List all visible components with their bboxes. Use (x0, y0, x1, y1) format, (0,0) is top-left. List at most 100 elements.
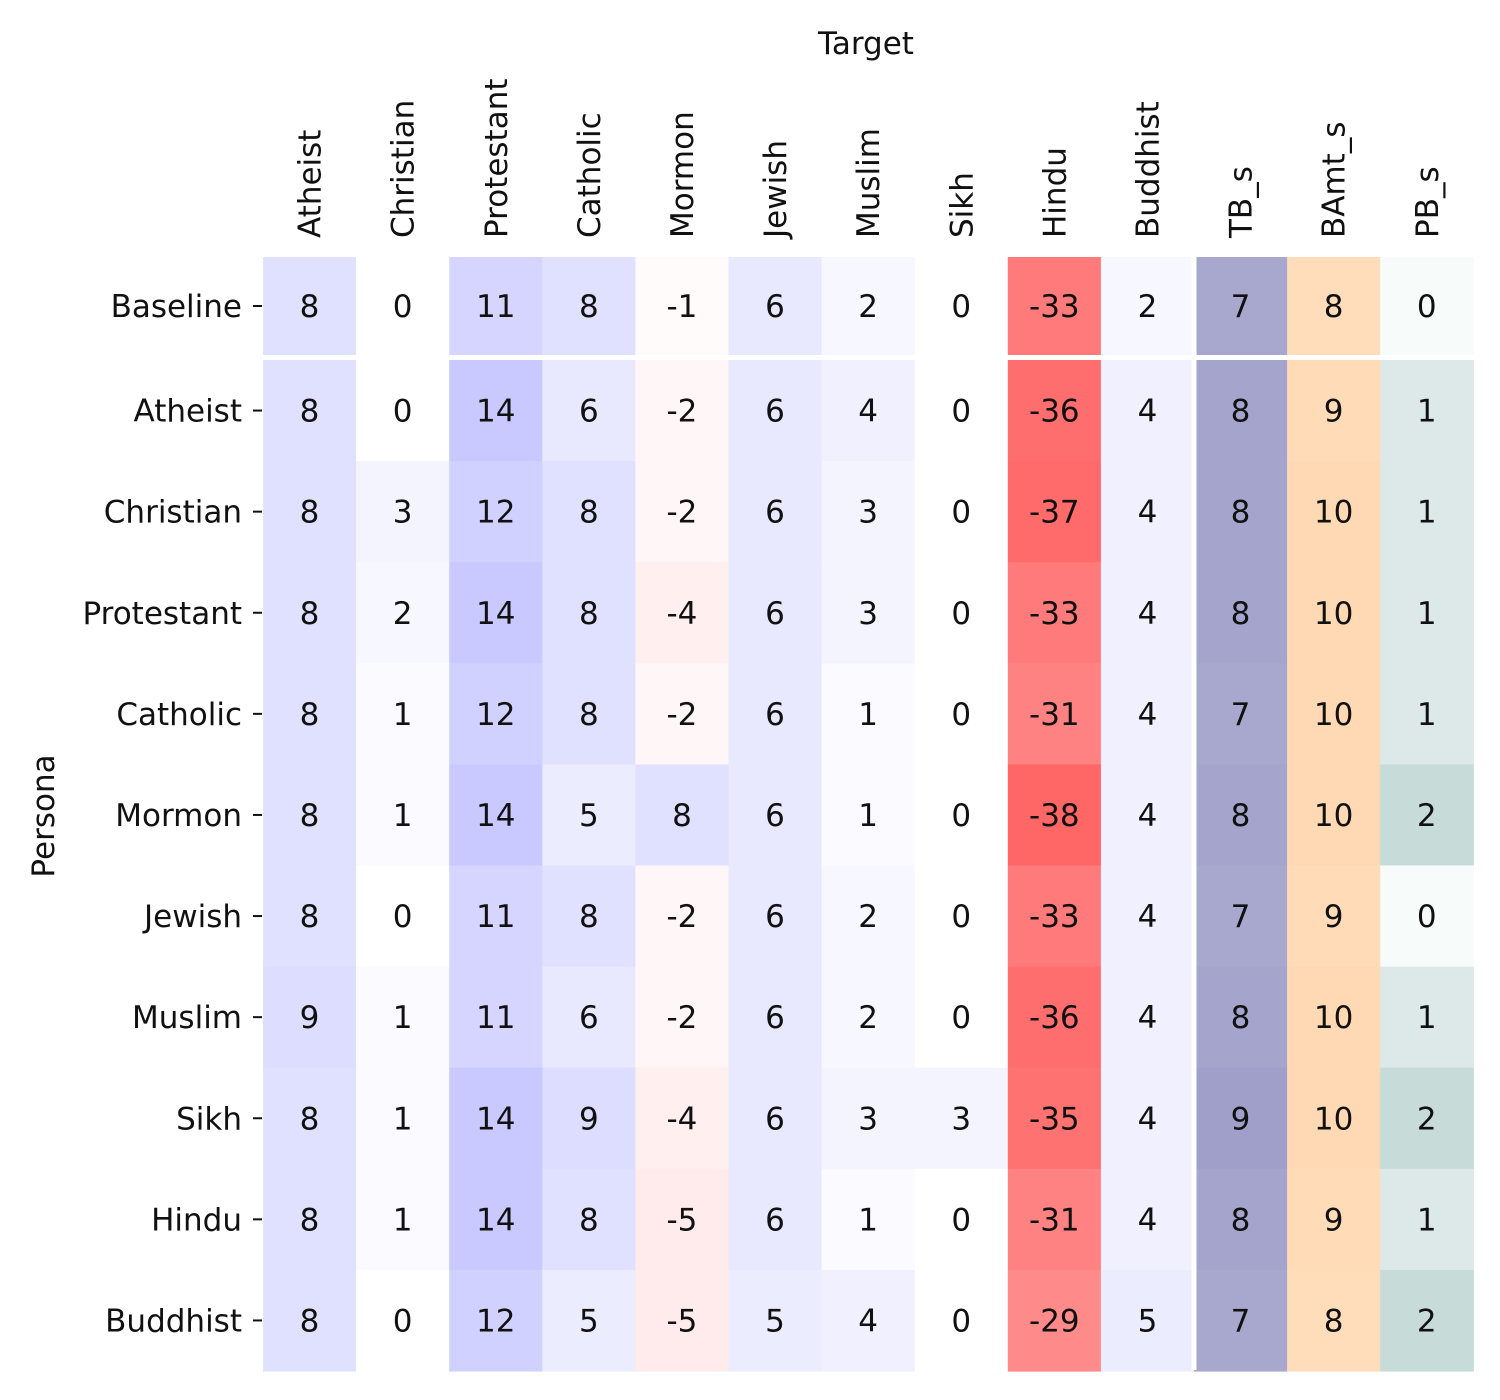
row-labels: Baseline Atheist Christian Protestant Cathol… (82, 289, 262, 1339)
data-label-jewish-protestant: 11 (476, 899, 515, 935)
data-label-baseline-tb-s: 7 (1231, 289, 1251, 325)
heatmap-cell-protestant-buddhist (1100, 562, 1195, 664)
data-label-sikh-pb-s: 2 (1417, 1101, 1437, 1137)
heatmap-cell-baseline-bamt-s (1287, 257, 1381, 355)
row-label-buddhist: Buddhist (105, 1303, 242, 1339)
heatmap-cell-jewish-christian (356, 865, 450, 968)
heatmap-cell-sikh-pb-s (1380, 1067, 1474, 1170)
heatmap-cell-baseline-mormon (635, 257, 730, 355)
data-label-christian-buddhist: 4 (1138, 495, 1158, 531)
heatmap-cell-jewish-jewish (728, 865, 823, 968)
heatmap-cell-hindu-protestant (449, 1168, 543, 1271)
heatmap-cell-atheist-muslim (821, 360, 916, 462)
data-label-protestant-christian: 2 (393, 596, 413, 632)
data-label-buddhist-tb-s: 7 (1231, 1303, 1251, 1339)
heatmap-cell-sikh-hindu (1007, 1067, 1102, 1170)
data-label-buddhist-christian: 0 (393, 1303, 413, 1339)
y-axis-title: Persona (26, 754, 62, 877)
data-label-christian-christian: 3 (393, 495, 413, 531)
data-label-buddhist-pb-s: 2 (1417, 1303, 1437, 1339)
heatmap-cell-catholic-mormon (635, 663, 730, 765)
heatmap-cell-catholic-christian (356, 663, 450, 765)
data-label-sikh-buddhist: 4 (1138, 1101, 1158, 1137)
heatmap-cell-christian-muslim (821, 461, 916, 563)
data-label-protestant-mormon: -4 (666, 596, 697, 632)
row-label-atheist: Atheist (134, 394, 242, 430)
data-label-muslim-buddhist: 4 (1138, 1000, 1158, 1036)
heatmap-cell-jewish-catholic (542, 865, 636, 968)
data-label-jewish-catholic: 8 (579, 899, 599, 935)
heatmap-cell-protestant-hindu (1007, 562, 1102, 664)
heatmap-cell-mormon-buddhist (1100, 764, 1195, 867)
data-label-hindu-pb-s: 1 (1417, 1202, 1437, 1238)
heatmap-cell-muslim-sikh (914, 966, 1009, 1069)
data-label-atheist-mormon: -2 (666, 394, 697, 430)
data-label-protestant-buddhist: 4 (1138, 596, 1158, 632)
data-label-mormon-hindu: -38 (1029, 798, 1080, 834)
heatmap-cell-sikh-protestant (449, 1067, 543, 1170)
heatmap-cell-atheist-tb-s (1194, 360, 1288, 462)
heatmap-cell-christian-hindu (1007, 461, 1102, 563)
row-label-sikh: Sikh (176, 1101, 242, 1137)
data-label-sikh-christian: 1 (393, 1101, 413, 1137)
data-label-protestant-catholic: 8 (579, 596, 599, 632)
column-label-pb-s: PB_s (1410, 166, 1446, 238)
heatmap-cell-muslim-protestant (449, 966, 543, 1069)
column-label-muslim: Muslim (851, 128, 887, 238)
data-label-baseline-protestant: 11 (476, 289, 515, 325)
data-label-catholic-christian: 1 (393, 697, 413, 733)
data-label-christian-atheist: 8 (300, 495, 320, 531)
heatmap-cell-mormon-christian (356, 764, 450, 867)
data-label-catholic-tb-s: 7 (1231, 697, 1251, 733)
heatmap-cell-jewish-pb-s (1380, 865, 1474, 968)
heatmap-cell-christian-buddhist (1100, 461, 1195, 563)
data-label-hindu-mormon: -5 (666, 1202, 697, 1238)
heatmap-cell-hindu-pb-s (1380, 1168, 1474, 1271)
heatmap-cell-atheist-jewish (728, 360, 823, 462)
heatmap-cell-jewish-atheist (263, 865, 357, 968)
data-label-mormon-bamt-s: 10 (1314, 798, 1353, 834)
x-axis-title: Target (817, 26, 914, 62)
heatmap-cell-hindu-christian (356, 1168, 450, 1271)
data-label-baseline-christian: 0 (393, 289, 413, 325)
data-label-muslim-sikh: 0 (951, 1000, 971, 1036)
heatmap-cell-buddhist-bamt-s (1287, 1269, 1381, 1372)
heatmap-cell-atheist-buddhist (1100, 360, 1195, 462)
column-label-bamt-s: BAmt_s (1317, 122, 1353, 238)
data-label-sikh-protestant: 14 (476, 1101, 515, 1137)
heatmap-cell-baseline-muslim (821, 257, 916, 355)
data-label-sikh-catholic: 9 (579, 1101, 599, 1137)
heatmap-cell-baseline-christian (356, 257, 450, 355)
heatmap-cell-buddhist-protestant (449, 1269, 543, 1372)
data-label-christian-protestant: 12 (476, 495, 515, 531)
heatmap-cell-christian-pb-s (1380, 461, 1474, 563)
data-label-jewish-atheist: 8 (300, 899, 320, 935)
row-label-mormon: Mormon (115, 798, 242, 834)
data-label-buddhist-mormon: -5 (666, 1303, 697, 1339)
data-label-atheist-pb-s: 1 (1417, 394, 1437, 430)
data-label-christian-hindu: -37 (1029, 495, 1080, 531)
data-label-atheist-muslim: 4 (858, 394, 878, 430)
heatmap-cell-buddhist-christian (356, 1269, 450, 1372)
heatmap-cell-hindu-mormon (635, 1168, 730, 1271)
data-label-jewish-hindu: -33 (1029, 899, 1080, 935)
row-label-baseline: Baseline (111, 289, 242, 325)
data-label-muslim-christian: 1 (393, 1000, 413, 1036)
data-label-jewish-buddhist: 4 (1138, 899, 1158, 935)
heatmap-cell-muslim-jewish (728, 966, 823, 1069)
heatmap-cell-christian-atheist (263, 461, 357, 563)
data-label-jewish-pb-s: 0 (1417, 899, 1437, 935)
heatmap-cell-catholic-muslim (821, 663, 916, 765)
data-label-jewish-bamt-s: 9 (1324, 899, 1344, 935)
heatmap-cell-mormon-tb-s (1194, 764, 1288, 867)
data-label-buddhist-bamt-s: 8 (1324, 1303, 1344, 1339)
data-label-christian-catholic: 8 (579, 495, 599, 531)
data-label-catholic-hindu: -31 (1029, 697, 1080, 733)
heatmap-cell-sikh-mormon (635, 1067, 730, 1170)
data-label-muslim-mormon: -2 (666, 1000, 697, 1036)
heatmap-cell-sikh-christian (356, 1067, 450, 1170)
heatmap-cell-christian-protestant (449, 461, 543, 563)
data-label-atheist-sikh: 0 (951, 394, 971, 430)
heatmap-cell-atheist-christian (356, 360, 450, 462)
heatmap-cell-sikh-sikh (914, 1067, 1009, 1170)
